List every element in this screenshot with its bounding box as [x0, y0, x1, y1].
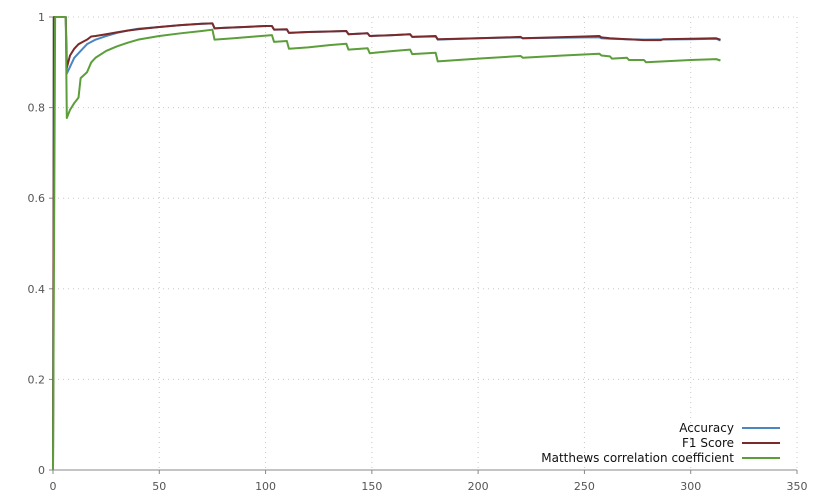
x-tick-label: 300: [680, 480, 701, 493]
series-lines: [52, 16, 721, 471]
grid-lines: [53, 16, 798, 470]
y-tick-label: 0.4: [28, 283, 46, 296]
y-tick-label: 0.8: [28, 102, 46, 115]
series-line-matthews-correlation-coefficient: [52, 16, 721, 471]
x-tick-label: 150: [361, 480, 382, 493]
x-axis-ticks: 0 50 100 150 200 250 300 350: [50, 470, 808, 493]
x-tick-label: 50: [152, 480, 166, 493]
x-tick-label: 250: [574, 480, 595, 493]
x-tick-label: 100: [255, 480, 276, 493]
series-line-f1-score: [52, 16, 721, 471]
axes: [52, 17, 797, 471]
legend-label: Matthews correlation coefficient: [541, 451, 734, 465]
y-tick-label: 0.6: [28, 192, 46, 205]
x-tick-label: 350: [787, 480, 808, 493]
legend-label: Accuracy: [679, 421, 734, 435]
legend-entry-matthews-correlation-coefficient: Matthews correlation coefficient: [541, 451, 780, 465]
legend-entry-accuracy: Accuracy: [679, 421, 780, 435]
y-axis-ticks: 0 0.2 0.4 0.6 0.8 1: [28, 11, 53, 477]
y-tick-label: 0: [38, 464, 45, 477]
x-tick-label: 0: [50, 480, 57, 493]
y-tick-label: 1: [38, 11, 45, 24]
y-tick-label: 0.2: [28, 373, 46, 386]
x-tick-label: 200: [468, 480, 489, 493]
legend-entry-f1-score: F1 Score: [682, 436, 780, 450]
series-line-accuracy: [52, 16, 721, 471]
legend-label: F1 Score: [682, 436, 734, 450]
